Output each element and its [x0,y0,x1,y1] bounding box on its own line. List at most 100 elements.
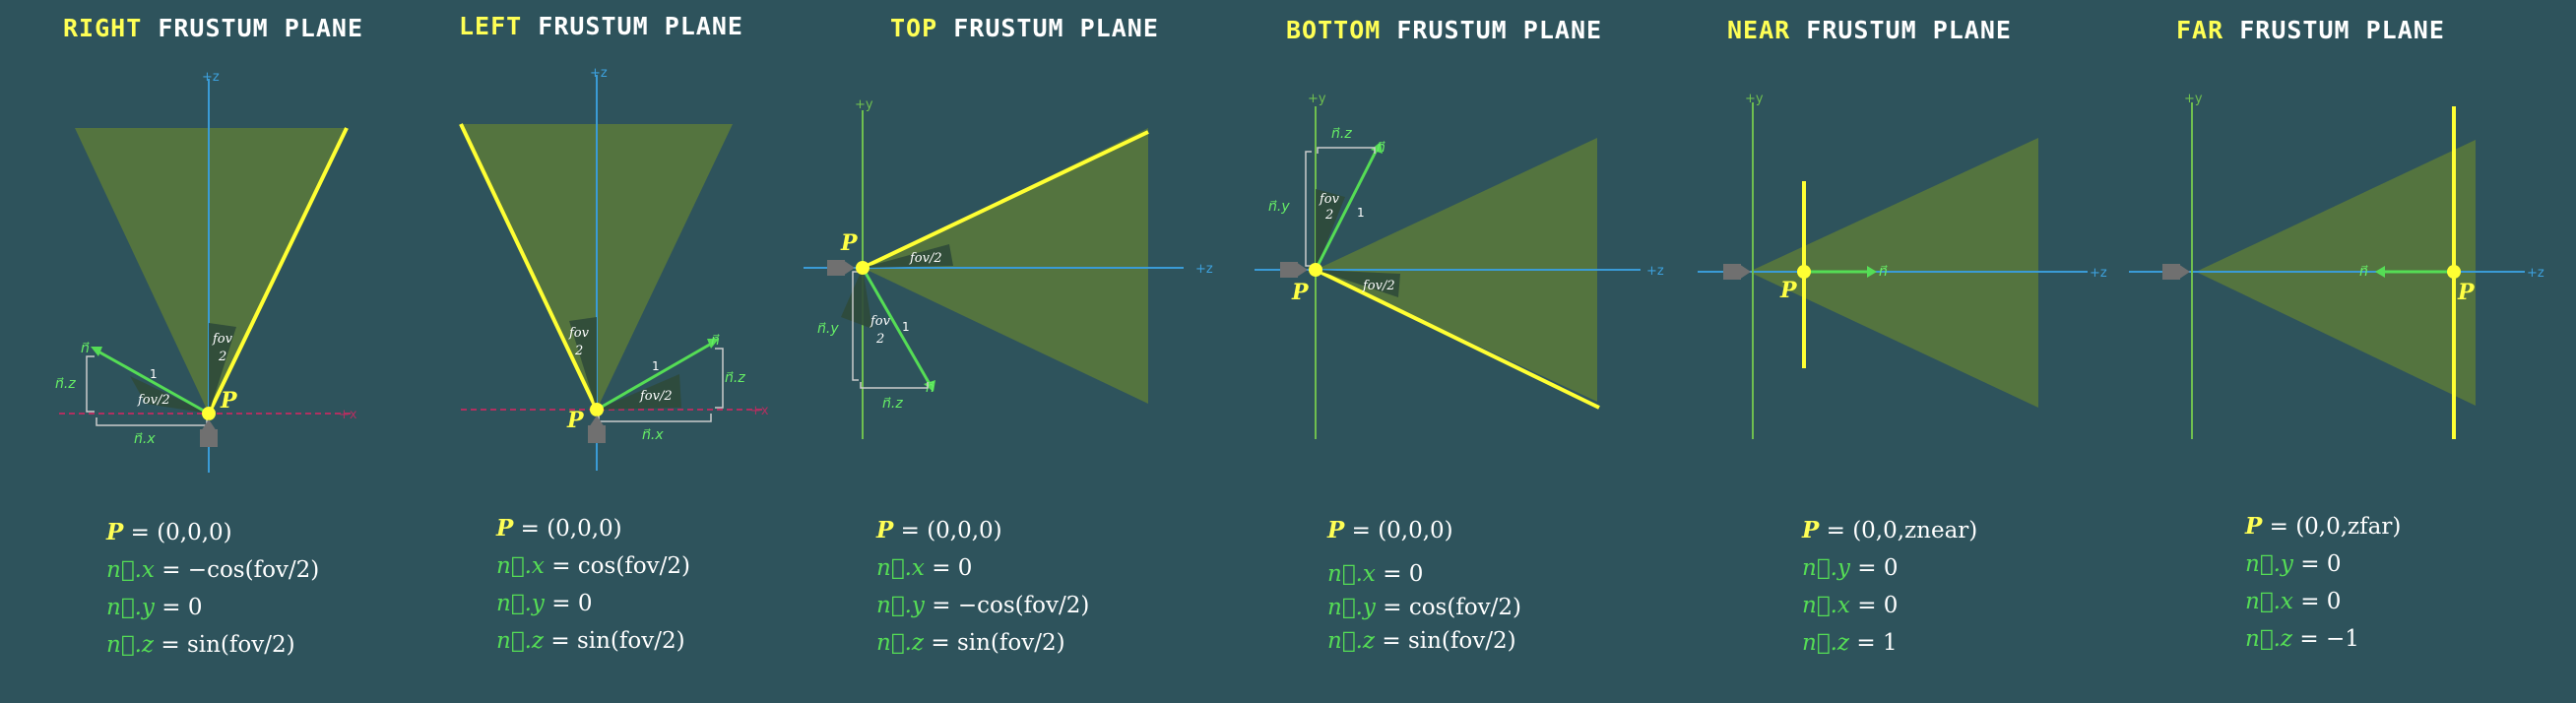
camera-icon [1280,262,1298,278]
eq-value: = (0,0,znear) [1819,518,1978,543]
normal-label: n⃗ [711,333,720,349]
eq-ny: n⃗.y = 0 [106,589,319,626]
title-keyword: TOP [890,14,938,42]
equations: P = (0,0,0) n⃗.x = 0 n⃗.y = cos(fov/2) n… [1327,512,1521,658]
fov-label-den: 2 [875,332,884,347]
eq-value: = 0 [1849,593,1899,618]
right-plane-diagram: +x +z n⃗ 1 fov/2 fov 2 n⃗.z n⃗.x P [55,70,357,473]
ny-bracket [852,271,859,381]
eq-value: = sin(fov/2) [1375,628,1516,654]
normal-label: n⃗ [81,341,90,356]
fov-half-angle-wedge [597,374,681,410]
z-axis-label: +z [590,66,608,81]
fov-label-num: fov [1319,192,1340,207]
normal-vector [861,267,932,385]
z-axis-label: +z [2090,266,2107,281]
fov-label-den: 2 [1324,208,1333,223]
eq-label: P [2245,513,2263,540]
eq-value: = 0 [1375,561,1424,587]
normal-vector [596,341,714,412]
eq-label: n⃗.y [496,591,545,616]
eq-point: P = (0,0,0) [106,514,319,551]
top-plane-line [862,130,1149,270]
eq-value: = −cos(fov/2) [924,593,1090,618]
eq-value: = −1 [2292,626,2359,652]
nx-label: n⃗.x [134,431,156,447]
point-p [202,407,216,420]
fov-half-angle-wedge [863,244,953,268]
eq-label: n⃗.y [2245,551,2293,577]
eq-ny: n⃗.y = 0 [2245,545,2401,583]
point-p [1309,263,1322,277]
eq-value: = 0 [2292,551,2342,577]
title-keyword: BOTTOM [1286,16,1382,44]
eq-nx: n⃗.x = 0 [2245,583,2401,620]
equations: P = (0,0,znear) n⃗.y = 0 n⃗.x = 0 n⃗.z =… [1802,512,1977,662]
normal-label: n⃗ [2359,264,2368,280]
eq-label: n⃗.x [106,557,155,583]
fov-angle-wedge [1316,189,1345,270]
y-axis-label: +y [2184,92,2203,106]
eq-label: n⃗.x [496,553,545,579]
panel-title: BOTTOM FRUSTUM PLANE [1286,16,1602,44]
eq-label: P [1327,517,1345,543]
eq-value: = sin(fov/2) [924,630,1065,656]
eq-ny: n⃗.y = −cos(fov/2) [876,587,1089,624]
eq-value: = 0 [544,591,593,616]
eq-value: = sin(fov/2) [154,632,295,658]
point-p-label: P [1779,278,1798,303]
eq-label: n⃗.x [1802,593,1850,618]
panel-bottom: BOTTOM FRUSTUM PLANE +z +y fov/2 fov 2 n… [1243,0,1672,703]
frustum-region [863,128,1148,404]
normal-arrowhead [91,347,102,356]
nx-bracket [96,417,208,426]
fov-label-den: 2 [218,350,226,364]
eq-label: P [876,517,894,543]
camera-icon [2162,264,2180,280]
panel-near: NEAR FRUSTUM PLANE +z +y n⃗ P P = (0,0,z… [1684,0,2113,703]
eq-label: n⃗.x [2245,589,2293,614]
panel-far: FAR FRUSTUM PLANE +z +y n⃗ P P = (0,0,zf… [2125,0,2554,703]
eq-nx: n⃗.x = 0 [876,549,1089,587]
eq-value: = cos(fov/2) [1375,595,1522,620]
eq-value: = (0,0,zfar) [2262,514,2402,540]
z-axis-label: +z [202,70,220,85]
title-rest: FRUSTUM PLANE [1806,16,2012,44]
fov-label-num: fov [568,326,590,341]
eq-value: = −cos(fov/2) [154,557,320,583]
y-axis-label: +y [1745,92,1764,106]
title-rest: FRUSTUM PLANE [538,12,743,40]
eq-ny: n⃗.y = 0 [1802,549,1977,587]
eq-label: n⃗.x [876,555,925,581]
eq-label: n⃗.z [106,632,155,658]
eq-point: P = (0,0,zfar) [2245,508,2401,545]
nz-bracket [86,355,95,413]
point-p [2447,265,2461,279]
normal-vector [1314,149,1379,271]
bottom-plane-diagram: +z +y fov/2 fov 2 n⃗ 1 n⃗.y n⃗.z P [1255,92,1664,439]
eq-label: P [106,519,124,545]
eq-label: n⃗.y [1802,555,1850,581]
eq-point: P = (0,0,0) [876,512,1089,549]
x-axis-label: +x [750,404,769,418]
eq-nx: n⃗.x = 0 [1802,587,1977,624]
nx-label: n⃗.x [642,427,664,443]
ny-bracket [1305,151,1312,267]
nz-label: n⃗.z [725,370,745,386]
eq-nz: n⃗.z = sin(fov/2) [1327,624,1521,658]
camera-icon [200,429,218,447]
unit-label: 1 [1357,206,1365,220]
normal-vector [96,349,210,415]
panel-title: LEFT FRUSTUM PLANE [459,12,743,40]
point-p-label: P [2457,280,2476,305]
eq-label: n⃗.z [2245,626,2293,652]
camera-lens-icon [843,260,855,276]
eq-nz: n⃗.z = sin(fov/2) [496,622,690,660]
camera-icon [1723,264,1741,280]
panel-title: FAR FRUSTUM PLANE [2176,16,2445,44]
eq-value: = (0,0,0) [1344,518,1453,543]
panel-title: TOP FRUSTUM PLANE [890,14,1159,42]
fov-label-num: fov [869,314,891,329]
equations: P = (0,0,0) n⃗.x = cos(fov/2) n⃗.y = 0 n… [496,510,690,660]
